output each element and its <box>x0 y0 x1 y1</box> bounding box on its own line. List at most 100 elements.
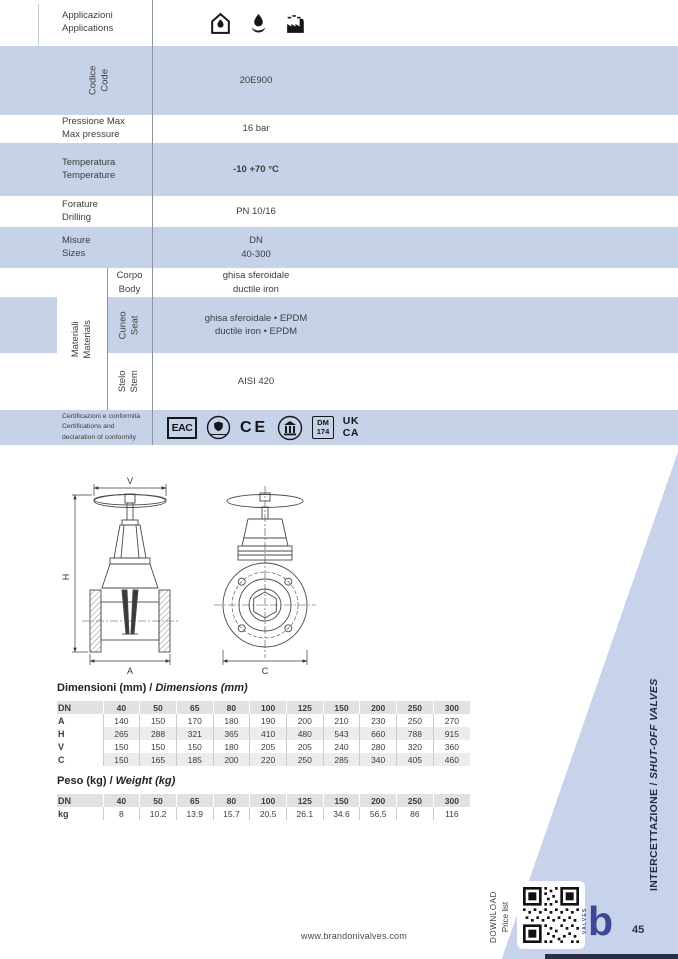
column-header: 50 <box>139 701 177 714</box>
code-value: 20E900 <box>152 46 360 115</box>
label-en: Drilling <box>62 211 92 223</box>
download-price-list-label[interactable]: DOWNLOAD Price list <box>488 885 516 949</box>
page-bottom-edge <box>545 954 678 959</box>
table-cell: 205 <box>285 740 324 753</box>
table-cell: 34.6 <box>322 807 360 820</box>
table-cell: 20.5 <box>249 807 287 820</box>
column-header: 125 <box>285 701 324 714</box>
row-label-drilling: Forature Drilling <box>62 196 98 227</box>
label-it: Forature <box>62 198 98 210</box>
materials-group-label: Materiali Materials <box>57 268 107 410</box>
column-header: 125 <box>285 794 324 807</box>
materials-column-divider <box>107 268 108 410</box>
title-italic: Dimensions (mm) <box>155 682 248 694</box>
part-label-body: Corpo Body <box>107 268 152 297</box>
valve-front-view <box>214 486 316 658</box>
value-text: 20E900 <box>239 74 273 86</box>
table-cell: 250 <box>396 714 434 727</box>
table-cell: 26.1 <box>285 807 324 820</box>
row-label-temperature: Temperatura Temperature <box>62 143 115 196</box>
value-text: ductile iron • EPDM <box>215 326 297 337</box>
column-header: 65 <box>175 701 214 714</box>
spec-row-drilling: Forature Drilling PN 10/16 <box>0 196 678 227</box>
dimension-lines <box>222 650 308 665</box>
value-text: DN <box>249 235 263 247</box>
spec-row-pressure: Pressione Max Max pressure 16 bar <box>0 115 678 143</box>
table-cell: 480 <box>285 727 324 740</box>
label-it: Pressione Max <box>62 116 125 128</box>
ukca-mark: UK CA <box>343 416 359 438</box>
label-it: Stelo <box>117 370 129 393</box>
label-en: Max pressure <box>62 129 120 140</box>
download-line2: Price list <box>500 901 510 933</box>
table-cell: 360 <box>432 740 470 753</box>
table-cell: 150 <box>139 740 177 753</box>
label-it: Misure <box>62 234 91 246</box>
row-label: C <box>58 754 65 765</box>
table-cell: 200 <box>212 753 250 766</box>
table-cell: 170 <box>175 714 214 727</box>
spec-row-body-material: ghisa sferoidale ductile iron Corpo Body <box>0 268 678 297</box>
table-cell: 150 <box>102 753 140 766</box>
body-material-value: ghisa sferoidale ductile iron <box>152 268 360 297</box>
table-cell: 200 <box>285 714 324 727</box>
column-header: 250 <box>396 794 434 807</box>
label-it: Temperatura <box>62 156 116 168</box>
column-header: 200 <box>359 701 397 714</box>
column-header: 150 <box>322 701 360 714</box>
column-header: 80 <box>212 794 250 807</box>
top-margin-rule <box>38 4 39 46</box>
table-cell: 285 <box>322 753 360 766</box>
shield-cert-icon <box>206 415 231 440</box>
label-en: Seat <box>129 315 141 335</box>
spec-row-stem-material: Stelo Stem AISI 420 <box>0 353 678 410</box>
column-header: 250 <box>396 701 434 714</box>
label-en: Stem <box>129 370 141 393</box>
column-header: 300 <box>432 794 470 807</box>
table-cell: 210 <box>322 714 360 727</box>
brandoni-logo: VALVES b <box>582 900 613 941</box>
water-drop-icon <box>251 13 266 32</box>
section-side-label: INTERCETTAZIONE / SHUT-OFF VALVES <box>648 650 666 920</box>
pressure-value: 16 bar <box>152 115 360 143</box>
value-text: 40-300 <box>241 248 271 260</box>
table-cell: 10.2 <box>139 807 177 820</box>
table-cell: 8 <box>102 807 140 820</box>
qr-code[interactable] <box>517 881 585 949</box>
label-it: Corpo <box>116 270 143 282</box>
row-label: V <box>58 741 65 752</box>
value-text: ghisa sferoidale <box>222 270 290 282</box>
table-cell: 460 <box>432 753 470 766</box>
ukca-uk: UK <box>342 415 359 428</box>
value-text: -10 +70 °C <box>233 163 279 175</box>
logo-valves-text: VALVES <box>582 907 588 935</box>
dim-label-c: C <box>262 666 269 676</box>
table-cell: 410 <box>249 727 287 740</box>
website-link[interactable]: www.brandonivalves.com <box>301 931 407 941</box>
table-cell: 543 <box>322 727 360 740</box>
column-header: 300 <box>432 701 470 714</box>
table-cell: 165 <box>139 753 177 766</box>
column-header: 40 <box>102 701 140 714</box>
sizes-value: DN 40-300 <box>152 227 360 268</box>
table-cell: 288 <box>139 727 177 740</box>
table-cell: 190 <box>249 714 287 727</box>
spec-row-seat-material: Cuneo Seat ghisa sferoidale • EPDM ducti… <box>0 297 678 353</box>
table-cell: 150 <box>102 740 140 753</box>
label-en: Body <box>118 283 141 295</box>
column-header: 200 <box>359 794 397 807</box>
label-en: declaration of conformity <box>62 433 137 441</box>
table-cell: 250 <box>285 753 324 766</box>
spec-row-certifications: Certificazioni e conformità Certificatio… <box>0 410 678 445</box>
ce-mark: CE <box>240 419 268 437</box>
weight-table: DN 40 50 65 80 100 125 150 200 250 300 kg 8 10.2 13.9 1… <box>57 794 470 820</box>
weight-table-title: Peso (kg) / Weight (kg) <box>57 775 175 787</box>
column-header: 150 <box>322 794 360 807</box>
label-en: Materials <box>81 319 93 359</box>
row-label-code: Codice Code <box>78 46 122 115</box>
column-header: 50 <box>139 794 177 807</box>
label-it: Codice <box>87 65 99 96</box>
title-regular: Peso (kg) / <box>57 775 113 787</box>
certification-marks: EAC CE DM 174 UK <box>167 410 359 445</box>
table-cell: 240 <box>322 740 360 753</box>
